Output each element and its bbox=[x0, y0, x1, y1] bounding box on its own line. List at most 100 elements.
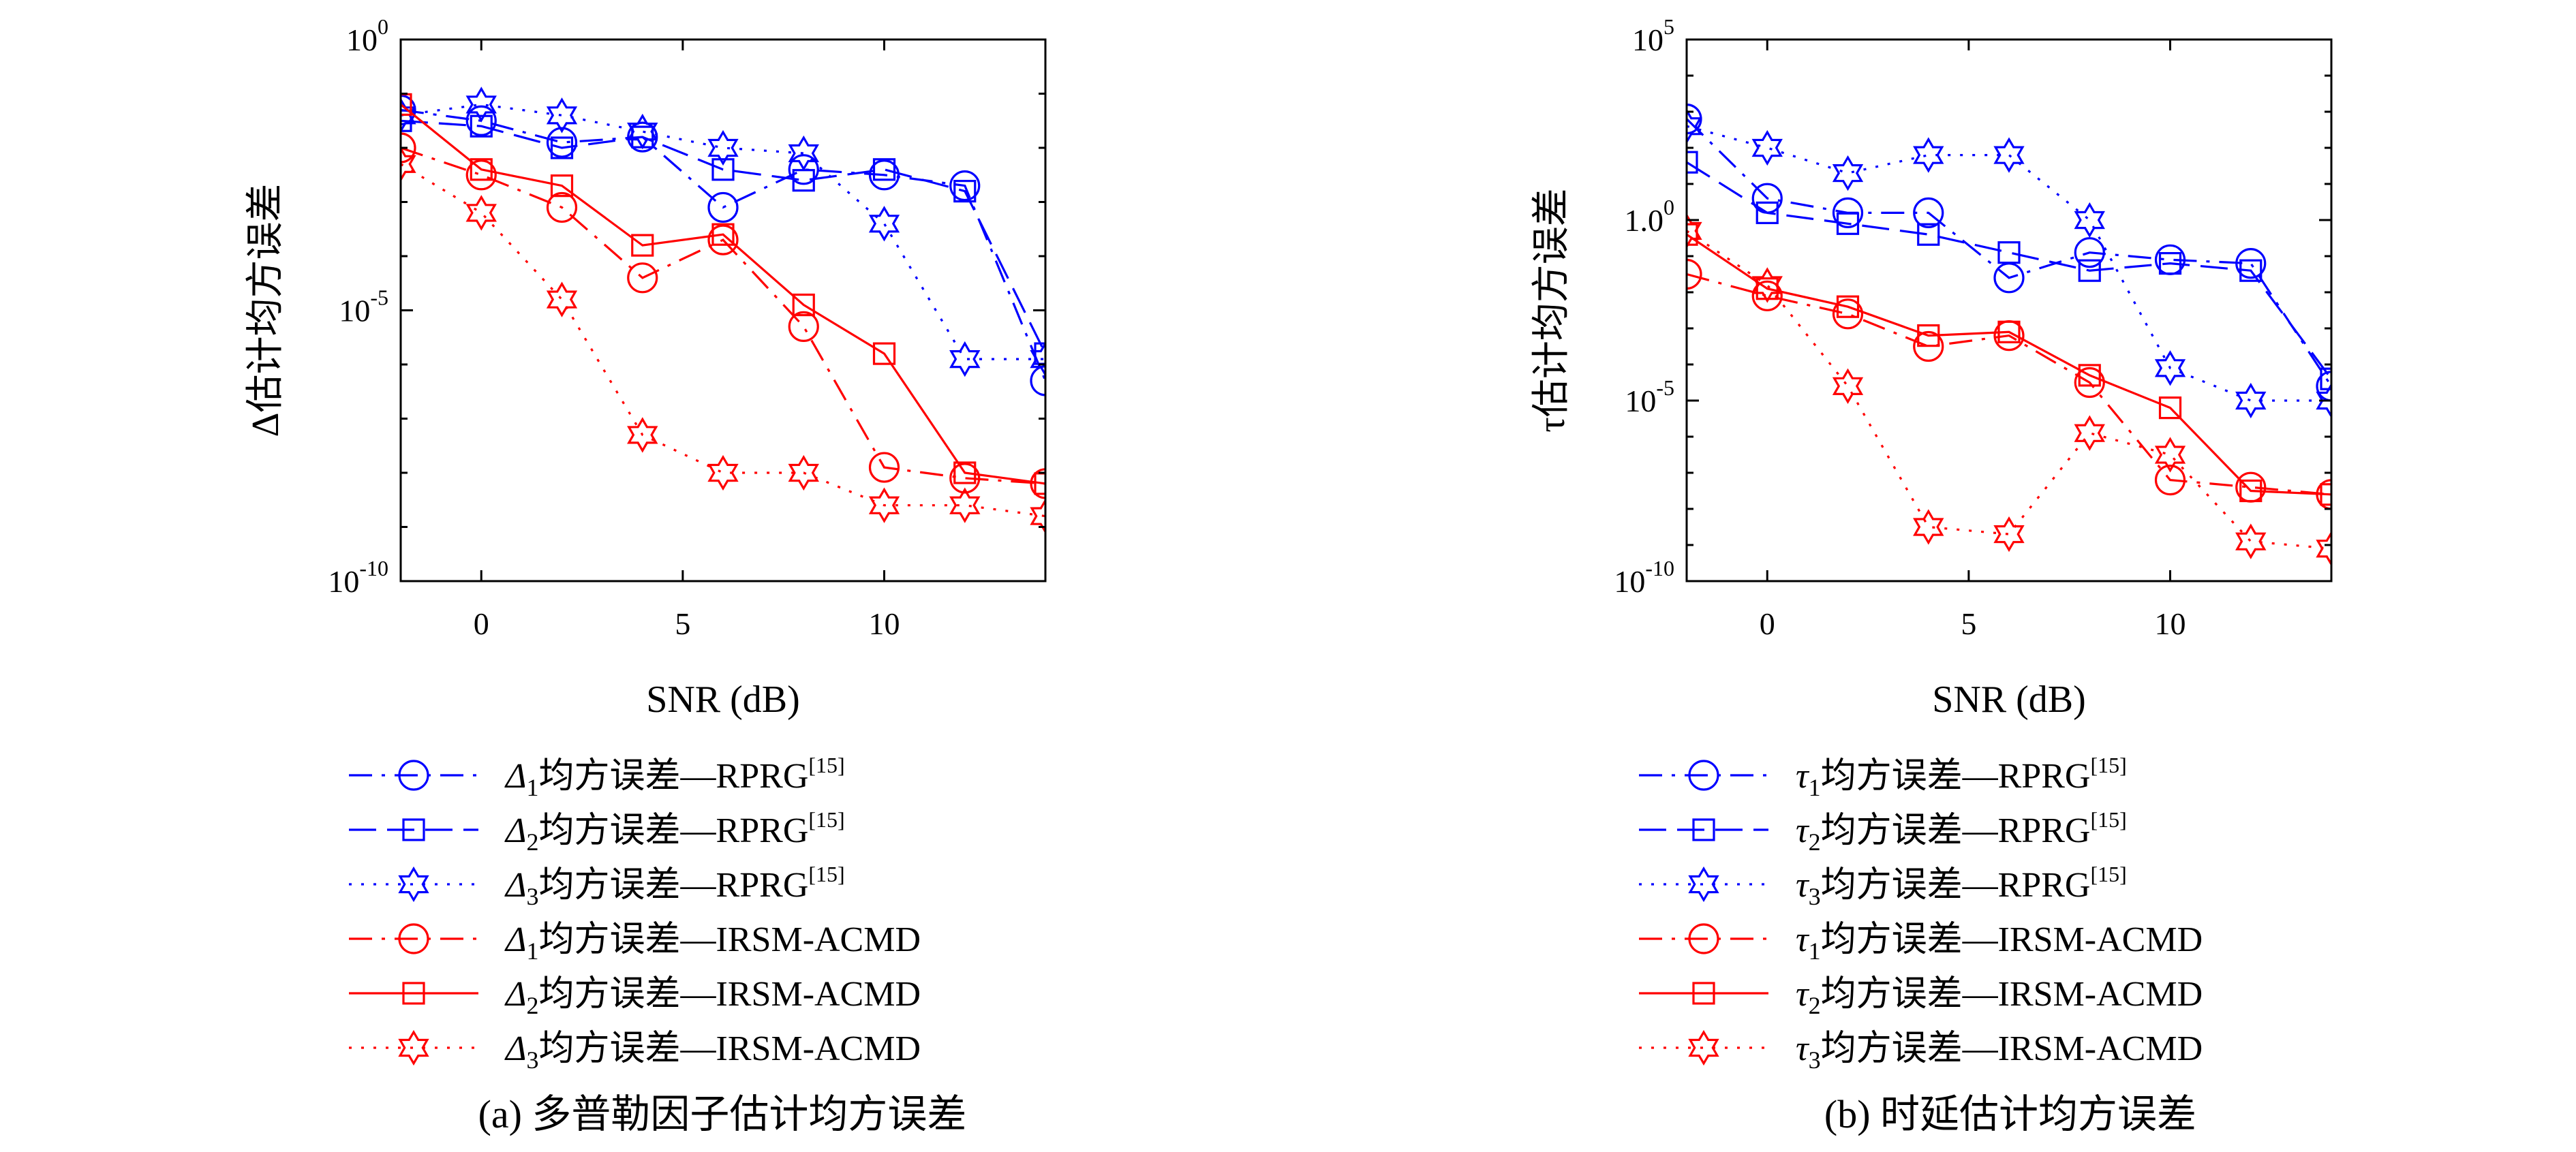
data-point-s6-9 bbox=[1030, 498, 1045, 534]
legend-symbol: τ bbox=[1796, 811, 1810, 850]
data-point-s2-9 bbox=[2320, 367, 2331, 390]
legend-text: 均方误差—RPRG bbox=[1821, 757, 2091, 796]
data-point-s3-5 bbox=[1993, 137, 2025, 173]
data-point-s3-3 bbox=[546, 97, 578, 134]
legend-text: 均方误差—IRSM-ACMD bbox=[1821, 920, 2203, 959]
legend-entry-6: Δ3均方误差—IRSM-ACMD bbox=[349, 1029, 921, 1074]
data-point-s2-4 bbox=[1917, 223, 1940, 246]
series-line-1 bbox=[401, 108, 1045, 382]
data-point-s2-3 bbox=[1836, 212, 1860, 235]
y-tick-base: 10 bbox=[1632, 22, 1663, 57]
data-point-s6-4 bbox=[627, 417, 658, 453]
legend-symbol: τ bbox=[1796, 920, 1810, 959]
y-tick-label: 10-5 bbox=[1625, 375, 1674, 418]
y-tick-base: 10 bbox=[1614, 564, 1645, 599]
data-point-s3-9 bbox=[1030, 341, 1045, 377]
plot-frame bbox=[399, 38, 1047, 582]
y-tick-exponent: -5 bbox=[370, 285, 388, 310]
legend-text: 均方误差—RPRG bbox=[539, 866, 809, 905]
data-point-s2-6 bbox=[2078, 259, 2101, 282]
data-point-s6-8 bbox=[949, 487, 981, 523]
data-point-s6-5 bbox=[707, 454, 739, 491]
x-axis-label: SNR (dB) bbox=[646, 679, 800, 721]
data-point-s4-7 bbox=[2154, 464, 2186, 496]
legend-text: 均方误差—IRSM-ACMD bbox=[1821, 1029, 2203, 1068]
series-line-3 bbox=[1687, 125, 2331, 402]
legend-subscript: 3 bbox=[1809, 883, 1821, 910]
legend-label: Δ1均方误差—IRSM-ACMD bbox=[504, 920, 921, 965]
data-point-s2-7 bbox=[2158, 252, 2182, 275]
legend-symbol: τ bbox=[1796, 975, 1810, 1014]
plot-area bbox=[401, 87, 1045, 534]
data-point-s5-3 bbox=[550, 174, 574, 198]
legend-label: τ1均方误差—IRSM-ACMD bbox=[1796, 920, 2203, 965]
data-point-s1-4 bbox=[627, 121, 658, 153]
y-tick-base: 10 bbox=[339, 294, 370, 328]
y-tick-exponent: -5 bbox=[1656, 375, 1674, 400]
x-tick-label: 10 bbox=[2155, 606, 2186, 641]
data-point-s1-4 bbox=[1913, 197, 1944, 228]
series-line-6 bbox=[1687, 230, 2331, 550]
legend-marker bbox=[1688, 923, 1719, 954]
y-tick-exponent: -10 bbox=[359, 556, 388, 580]
data-point-s3-7 bbox=[2154, 350, 2186, 386]
data-point-s5-3 bbox=[1836, 295, 1860, 318]
data-point-s3-8 bbox=[2235, 382, 2267, 419]
legend-label: τ2均方误差—RPRG[15] bbox=[1796, 807, 2127, 856]
data-point-s5-8 bbox=[2239, 479, 2263, 503]
data-point-s3-4 bbox=[1913, 137, 1944, 173]
data-point-s3-4 bbox=[627, 113, 658, 150]
y-tick-base: 10 bbox=[1625, 384, 1656, 418]
legend-reference: [15] bbox=[2090, 807, 2126, 832]
legend-reference: [15] bbox=[2090, 862, 2126, 886]
legend-marker bbox=[398, 866, 429, 903]
data-point-s5-5 bbox=[1997, 320, 2021, 343]
y-tick-label: 10-5 bbox=[339, 285, 388, 328]
data-point-s4-9 bbox=[1030, 468, 1045, 499]
x-tick-label: 10 bbox=[869, 606, 900, 641]
data-point-s6-3 bbox=[546, 281, 578, 317]
legend-marker bbox=[402, 818, 425, 841]
legend-marker bbox=[1692, 818, 1715, 841]
legend-symbol: Δ bbox=[504, 975, 527, 1014]
data-point-s5-1 bbox=[401, 93, 412, 116]
legend-marker bbox=[398, 760, 429, 791]
legend-subscript: 1 bbox=[527, 937, 539, 965]
legend-reference: [15] bbox=[808, 807, 844, 832]
legend-subscript: 3 bbox=[1809, 1046, 1821, 1074]
data-point-s3-6 bbox=[2074, 202, 2105, 238]
y-tick-base: 10 bbox=[328, 564, 359, 599]
data-point-s5-4 bbox=[631, 234, 654, 257]
data-point-s6-8 bbox=[2235, 523, 2267, 559]
legend-text: 均方误差—RPRG bbox=[539, 811, 809, 850]
y-tick-label: 1.00 bbox=[1625, 195, 1675, 238]
legend-marker bbox=[1688, 1029, 1719, 1066]
data-point-s5-4 bbox=[1917, 324, 1940, 347]
y-tick-base: 10 bbox=[346, 22, 378, 57]
data-point-s1-6 bbox=[788, 154, 819, 185]
series-line-4 bbox=[401, 146, 1045, 485]
legend-symbol: τ bbox=[1796, 757, 1810, 796]
data-point-s3-2 bbox=[1751, 129, 1783, 166]
data-point-s4-2 bbox=[1751, 280, 1783, 311]
legend-subscript: 2 bbox=[1809, 828, 1821, 856]
legend-symbol: Δ bbox=[504, 811, 527, 850]
legend-subscript: 1 bbox=[1809, 774, 1821, 801]
data-point-s6-9 bbox=[2316, 531, 2331, 567]
panel-caption: (a) 多普勒因子估计均方误差 bbox=[478, 1092, 967, 1136]
legend-subscript: 3 bbox=[527, 1046, 539, 1074]
legend: Δ1均方误差—RPRG[15]Δ2均方误差—RPRG[15]Δ3均方误差—RPR… bbox=[349, 753, 921, 1074]
data-point-s4-6 bbox=[788, 311, 819, 342]
legend-label: Δ3均方误差—RPRG[15] bbox=[504, 862, 845, 910]
y-tick-exponent: 0 bbox=[1663, 195, 1674, 219]
legend-entry-3: τ3均方误差—RPRG[15] bbox=[1639, 862, 2127, 910]
legend-marker bbox=[398, 1029, 429, 1066]
data-point-s4-3 bbox=[546, 191, 578, 223]
data-point-s6-1 bbox=[1687, 213, 1702, 249]
legend-symbol: Δ bbox=[504, 757, 527, 796]
legend-text: 均方误差—IRSM-ACMD bbox=[539, 1029, 921, 1068]
legend-label: τ3均方误差—RPRG[15] bbox=[1796, 862, 2127, 910]
series-line-2 bbox=[1687, 161, 2331, 380]
